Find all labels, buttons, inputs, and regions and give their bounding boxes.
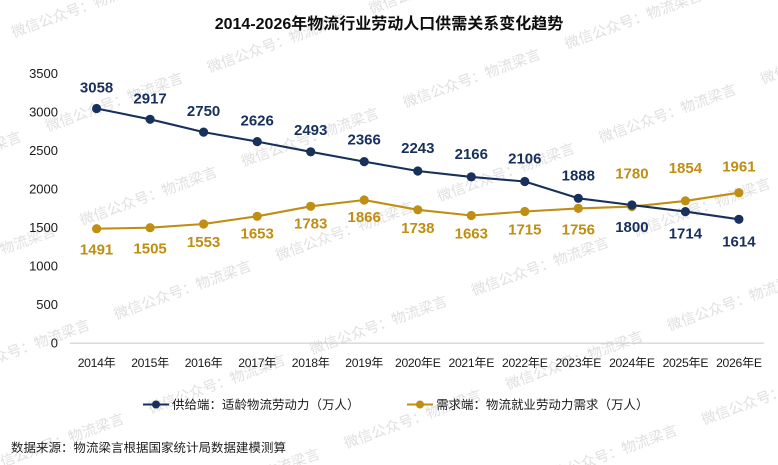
svg-text:1783: 1783: [294, 215, 327, 232]
svg-text:2493: 2493: [294, 122, 327, 139]
svg-text:1780: 1780: [615, 166, 648, 183]
svg-text:2243: 2243: [401, 140, 434, 157]
svg-text:2626: 2626: [241, 113, 274, 130]
svg-text:2022年E: 2022年E: [502, 356, 548, 370]
svg-text:2000: 2000: [29, 182, 58, 197]
svg-text:0: 0: [51, 336, 58, 351]
svg-text:1653: 1653: [241, 225, 274, 242]
svg-text:1800: 1800: [615, 219, 648, 236]
svg-text:3058: 3058: [80, 80, 113, 97]
svg-text:1866: 1866: [348, 209, 381, 226]
svg-text:1491: 1491: [80, 242, 113, 259]
svg-text:2166: 2166: [455, 146, 488, 163]
svg-text:2021年E: 2021年E: [448, 356, 494, 370]
svg-text:供给端：适龄物流劳动力（万人）: 供给端：适龄物流劳动力（万人）: [172, 397, 360, 412]
svg-text:3500: 3500: [29, 66, 58, 81]
svg-text:1888: 1888: [562, 167, 595, 184]
svg-text:1000: 1000: [29, 259, 58, 274]
svg-text:需求端：物流就业劳动力需求（万人）: 需求端：物流就业劳动力需求（万人）: [436, 397, 649, 412]
svg-text:1756: 1756: [562, 221, 595, 238]
svg-text:2017年: 2017年: [238, 356, 276, 370]
svg-text:2500: 2500: [29, 143, 58, 158]
svg-text:1715: 1715: [508, 222, 541, 239]
svg-text:1553: 1553: [187, 234, 220, 251]
svg-text:1500: 1500: [29, 220, 58, 235]
svg-text:1614: 1614: [722, 233, 756, 250]
svg-text:2917: 2917: [133, 90, 166, 107]
svg-text:3000: 3000: [29, 105, 58, 120]
svg-text:2024年E: 2024年E: [609, 356, 655, 370]
svg-text:2026年E: 2026年E: [716, 356, 762, 370]
svg-text:1854: 1854: [669, 160, 703, 177]
svg-text:2750: 2750: [187, 103, 220, 120]
svg-text:2106: 2106: [508, 151, 541, 168]
svg-text:2015年: 2015年: [131, 356, 169, 370]
svg-text:2019年: 2019年: [345, 356, 383, 370]
svg-text:2025年E: 2025年E: [663, 356, 709, 370]
svg-text:1505: 1505: [133, 241, 166, 258]
svg-text:1714: 1714: [669, 226, 703, 243]
svg-text:1738: 1738: [401, 220, 434, 237]
svg-text:2366: 2366: [348, 132, 381, 149]
svg-text:2023年E: 2023年E: [555, 356, 601, 370]
svg-text:2014年: 2014年: [78, 356, 116, 370]
svg-text:2018年: 2018年: [292, 356, 330, 370]
svg-text:1663: 1663: [455, 226, 488, 243]
svg-text:2016年: 2016年: [185, 356, 223, 370]
svg-text:500: 500: [36, 297, 58, 312]
svg-text:2020年E: 2020年E: [395, 356, 441, 370]
svg-text:1961: 1961: [722, 159, 755, 176]
